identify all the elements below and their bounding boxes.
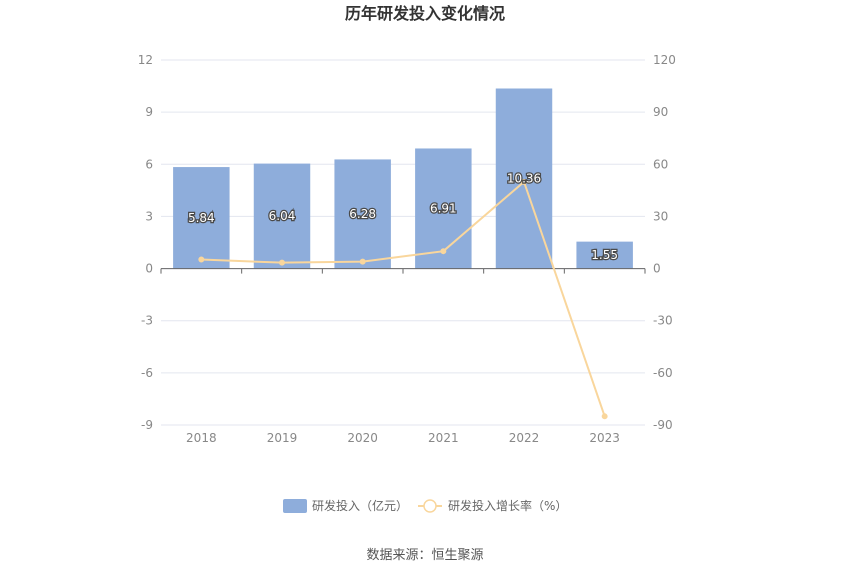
growth-point	[359, 258, 366, 265]
left-tick-label: -6	[141, 366, 153, 380]
left-tick-label: 6	[145, 157, 153, 171]
right-tick-label: 30	[653, 209, 668, 223]
right-tick-label: -30	[653, 314, 673, 328]
left-axis-ticks: 12 9 6 3 0 -3 -6 -9	[138, 53, 153, 432]
bar	[576, 241, 633, 269]
right-tick-label: 120	[653, 53, 676, 67]
bar	[334, 159, 391, 269]
bar-value-label: 6.28	[349, 207, 376, 221]
left-tick-label: 3	[145, 209, 153, 223]
legend-line-label: 研发投入增长率（%）	[448, 498, 567, 513]
source-note: 数据来源：恒生聚源	[366, 548, 483, 563]
bar-value-label: 6.04	[269, 209, 296, 223]
x-tick-label: 2023	[589, 431, 620, 445]
bar-series	[173, 88, 633, 269]
bar	[253, 163, 311, 269]
growth-point	[521, 178, 527, 185]
legend-bar-label: 研发投入（亿元）	[312, 498, 408, 513]
line-series	[198, 178, 608, 420]
bar-data-labels: 5.84 6.04 6.28 6.91 10.36 1.55	[187, 170, 620, 263]
growth-point	[601, 413, 608, 420]
right-axis-ticks: 120 90 60 30 0 -30 -60 -90	[653, 53, 676, 432]
left-tick-label: 12	[138, 53, 153, 67]
chart-title: 历年研发投入变化情况	[345, 4, 505, 23]
left-tick-label: 0	[145, 262, 153, 276]
bar	[173, 167, 230, 269]
left-tick-label: 9	[145, 105, 153, 119]
left-tick-label: -9	[141, 418, 153, 432]
x-tick-label: 2019	[267, 431, 298, 445]
x-tick-label: 2021	[428, 431, 459, 445]
bar-value-label: 1.55	[591, 248, 618, 262]
right-tick-label: -60	[653, 366, 673, 380]
left-tick-label: -3	[141, 314, 153, 328]
bar-value-label: 6.91	[430, 202, 457, 216]
right-tick-label: -90	[653, 418, 673, 432]
x-tick-label: 2022	[509, 431, 540, 445]
growth-point	[279, 259, 285, 266]
legend-bar-swatch	[283, 499, 307, 513]
bar-value-label: 5.84	[188, 211, 215, 225]
x-tick-label: 2020	[347, 431, 378, 445]
bar-value-label: 10.36	[507, 172, 541, 186]
legend[interactable]: 研发投入（亿元） 研发投入增长率（%）	[283, 498, 567, 513]
growth-line	[201, 180, 606, 417]
legend-line-marker	[423, 499, 437, 513]
x-tick-label: 2018	[186, 431, 217, 445]
x-axis-ticks: 2018 2019 2020 2021 2022 2023	[186, 431, 620, 445]
right-tick-label: 0	[653, 262, 661, 276]
grid-lines	[161, 59, 645, 426]
right-tick-label: 90	[653, 105, 668, 119]
x-axis	[160, 268, 646, 274]
right-tick-label: 60	[653, 157, 668, 171]
growth-point	[440, 248, 447, 255]
growth-point	[198, 256, 205, 263]
